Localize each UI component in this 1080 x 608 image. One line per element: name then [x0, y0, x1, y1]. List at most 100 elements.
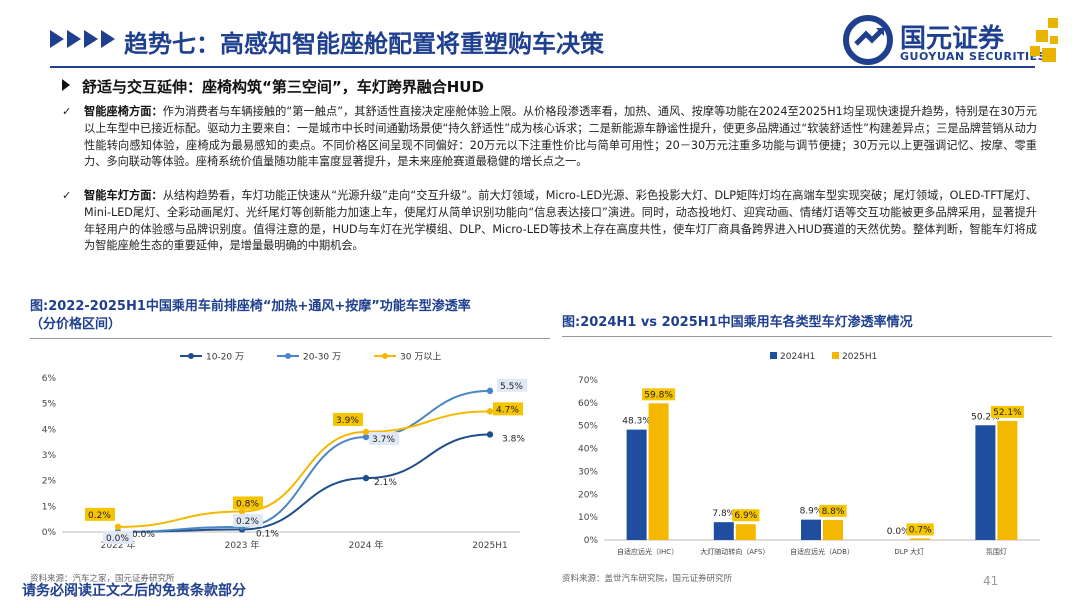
- bullet-smart-seat: ✓ 智能座椅方面：作为消费者与车辆接触的“第一触点”，其舒适性直接决定座舱体验上…: [62, 104, 1037, 171]
- y-tick-label: 60%: [578, 399, 598, 409]
- page-header: 趋势七：高感知智能座舱配置将重塑购车决策 国元证券 GUOYUAN SECURI…: [0, 0, 1080, 72]
- bar-chart: 2024H1 2025H1 0% 10% 20% 30% 40% 50% 60% 70% 48.3%…: [578, 352, 1040, 556]
- data-label: 8.9%: [800, 507, 823, 517]
- logo-english-name: GUOYUAN SECURITIES: [900, 50, 1047, 63]
- bullet-lead: 智能车灯方面：: [84, 189, 163, 202]
- data-label: 0.7%: [909, 525, 932, 535]
- line-chart-source: 资料来源：汽车之家，国元证券研究所: [30, 574, 175, 584]
- data-point: [486, 431, 494, 438]
- y-tick-label: 30%: [578, 467, 598, 477]
- y-tick-label: 50%: [578, 422, 598, 432]
- bar-2024h1: [975, 425, 996, 540]
- title-divider: [50, 66, 1035, 68]
- y-tick-label: 2%: [42, 477, 57, 487]
- legend-label: 20-30 万: [303, 353, 341, 363]
- bar-2025h1: [910, 538, 931, 540]
- data-label-bg: [732, 509, 760, 522]
- data-label-bg: [906, 523, 934, 536]
- series-line-1: [117, 389, 491, 533]
- data-label: 7.8%: [712, 509, 735, 519]
- guoyuan-logo-icon: [843, 15, 893, 65]
- x-tick-label: 2023 年: [225, 539, 260, 551]
- x-category-label: 自适应远光（ADB）: [790, 547, 854, 556]
- data-label-bg: [642, 388, 676, 401]
- data-label-bg: [85, 507, 115, 521]
- section-subheading: 舒适与交互延伸：座椅构筑“第三空间”，车灯跨界融合HUD: [62, 76, 484, 97]
- legend-marker-1: [285, 353, 291, 359]
- legend-label: 2025H1: [842, 352, 877, 362]
- bullet-body: 从结构趋势看，车灯功能正快速从“光源升级”走向“交互升级”。前大灯领域，Micr…: [84, 189, 1037, 253]
- y-tick-label: 10%: [578, 513, 598, 523]
- data-label: 0.2%: [88, 511, 111, 521]
- bar-2025h1: [997, 420, 1018, 540]
- x-tick-label: 2024 年: [349, 539, 384, 551]
- x-category-label: 自适应远光（IHC）: [617, 547, 678, 556]
- data-point: [362, 428, 370, 436]
- data-label-bg: [233, 513, 263, 527]
- bullet-lead: 智能座椅方面：: [84, 105, 163, 118]
- page-title: 趋势七：高感知智能座舱配置将重塑购车决策: [124, 29, 604, 58]
- bar-chart-divider: [562, 336, 1052, 337]
- line-chart-title-line1: 图:2022-2025H1中国乘用车前排座椅“加热+通风+按摩”功能车型渗透率: [30, 299, 471, 314]
- y-tick-label: 40%: [578, 445, 598, 455]
- legend-marker-0: [188, 353, 194, 359]
- logo-squares-icon: [1030, 18, 1058, 62]
- bar-chart-title: 图:2024H1 vs 2025H1中国乘用车各类型车灯渗透率情况: [562, 315, 913, 330]
- data-label: 52.1%: [993, 408, 1022, 418]
- data-point: [486, 387, 494, 395]
- subheading-text: 舒适与交互延伸：座椅构筑“第三空间”，车灯跨界融合HUD: [82, 78, 484, 96]
- bar-2025h1: [648, 403, 669, 540]
- data-label: 3.7%: [372, 435, 395, 445]
- data-label: 5.5%: [500, 382, 523, 392]
- y-tick-label: 4%: [42, 425, 57, 435]
- y-tick-label: 3%: [42, 451, 57, 461]
- checkmark-icon: ✓: [62, 189, 72, 202]
- data-label-bg: [990, 405, 1024, 418]
- x-tick-label: 2025H1: [472, 541, 507, 551]
- data-label: 48.3%: [622, 417, 651, 427]
- y-tick-label: 20%: [578, 490, 598, 500]
- legend-label: 2024H1: [780, 352, 815, 362]
- legend-label: 10-20 万: [206, 353, 244, 363]
- bullet-smart-lamp: ✓ 智能车灯方面：从结构趋势看，车灯功能正快速从“光源升级”走向“交互升级”。前…: [62, 188, 1037, 255]
- bar-2024h1: [801, 519, 821, 540]
- data-point: [486, 408, 494, 415]
- y-tick-label: 1%: [42, 502, 57, 512]
- company-logo: 国元证券 GUOYUAN SECURITIES: [842, 14, 1062, 68]
- logo-chinese-name: 国元证券: [900, 24, 1005, 54]
- data-label-bg: [233, 496, 263, 510]
- bullet-body: 作为消费者与车辆接触的“第一触点”，其舒适性直接决定座舱体验上限。从价格段渗透率…: [84, 105, 1037, 169]
- y-tick-label: 6%: [42, 374, 57, 384]
- checkmark-icon: ✓: [62, 105, 72, 118]
- data-label: 4.7%: [496, 405, 519, 415]
- data-label: 3.9%: [336, 416, 359, 426]
- legend-swatch-1: [832, 352, 839, 359]
- data-label: 8.8%: [822, 507, 845, 517]
- data-label: 3.8%: [502, 434, 525, 444]
- legend-marker-2: [382, 353, 388, 359]
- title-chevrons-icon: [50, 30, 118, 48]
- data-label: 0.2%: [236, 517, 259, 527]
- disclaimer-footer: 请务必阅读正文之后的免责条款部分: [22, 583, 246, 599]
- series-line-2: [117, 410, 491, 528]
- line-chart-divider: [30, 338, 550, 339]
- data-label: 0.1%: [256, 529, 279, 539]
- legend-label: 30 万以上: [400, 352, 441, 363]
- data-label: 0.0%: [106, 534, 129, 544]
- data-label: 50.2%: [971, 412, 1000, 422]
- data-label-bg: [369, 432, 399, 446]
- page-number: 41: [983, 574, 999, 588]
- data-label-bg: [819, 504, 847, 517]
- arrow-bullet-icon: [62, 79, 70, 91]
- data-label-bg: [333, 412, 363, 426]
- data-label: 0.8%: [236, 499, 259, 509]
- line-chart-title-line2: （分价格区间）: [30, 317, 122, 332]
- y-tick-label: 0%: [42, 528, 57, 538]
- data-point: [362, 433, 370, 441]
- x-category-label: DLP 大灯: [894, 547, 924, 556]
- bar-2025h1: [735, 524, 756, 540]
- bar-2025h1: [823, 519, 843, 540]
- bar-chart-source: 资料来源：盖世汽车研究院，国元证券研究所: [562, 574, 733, 584]
- data-label-bg: [493, 402, 523, 416]
